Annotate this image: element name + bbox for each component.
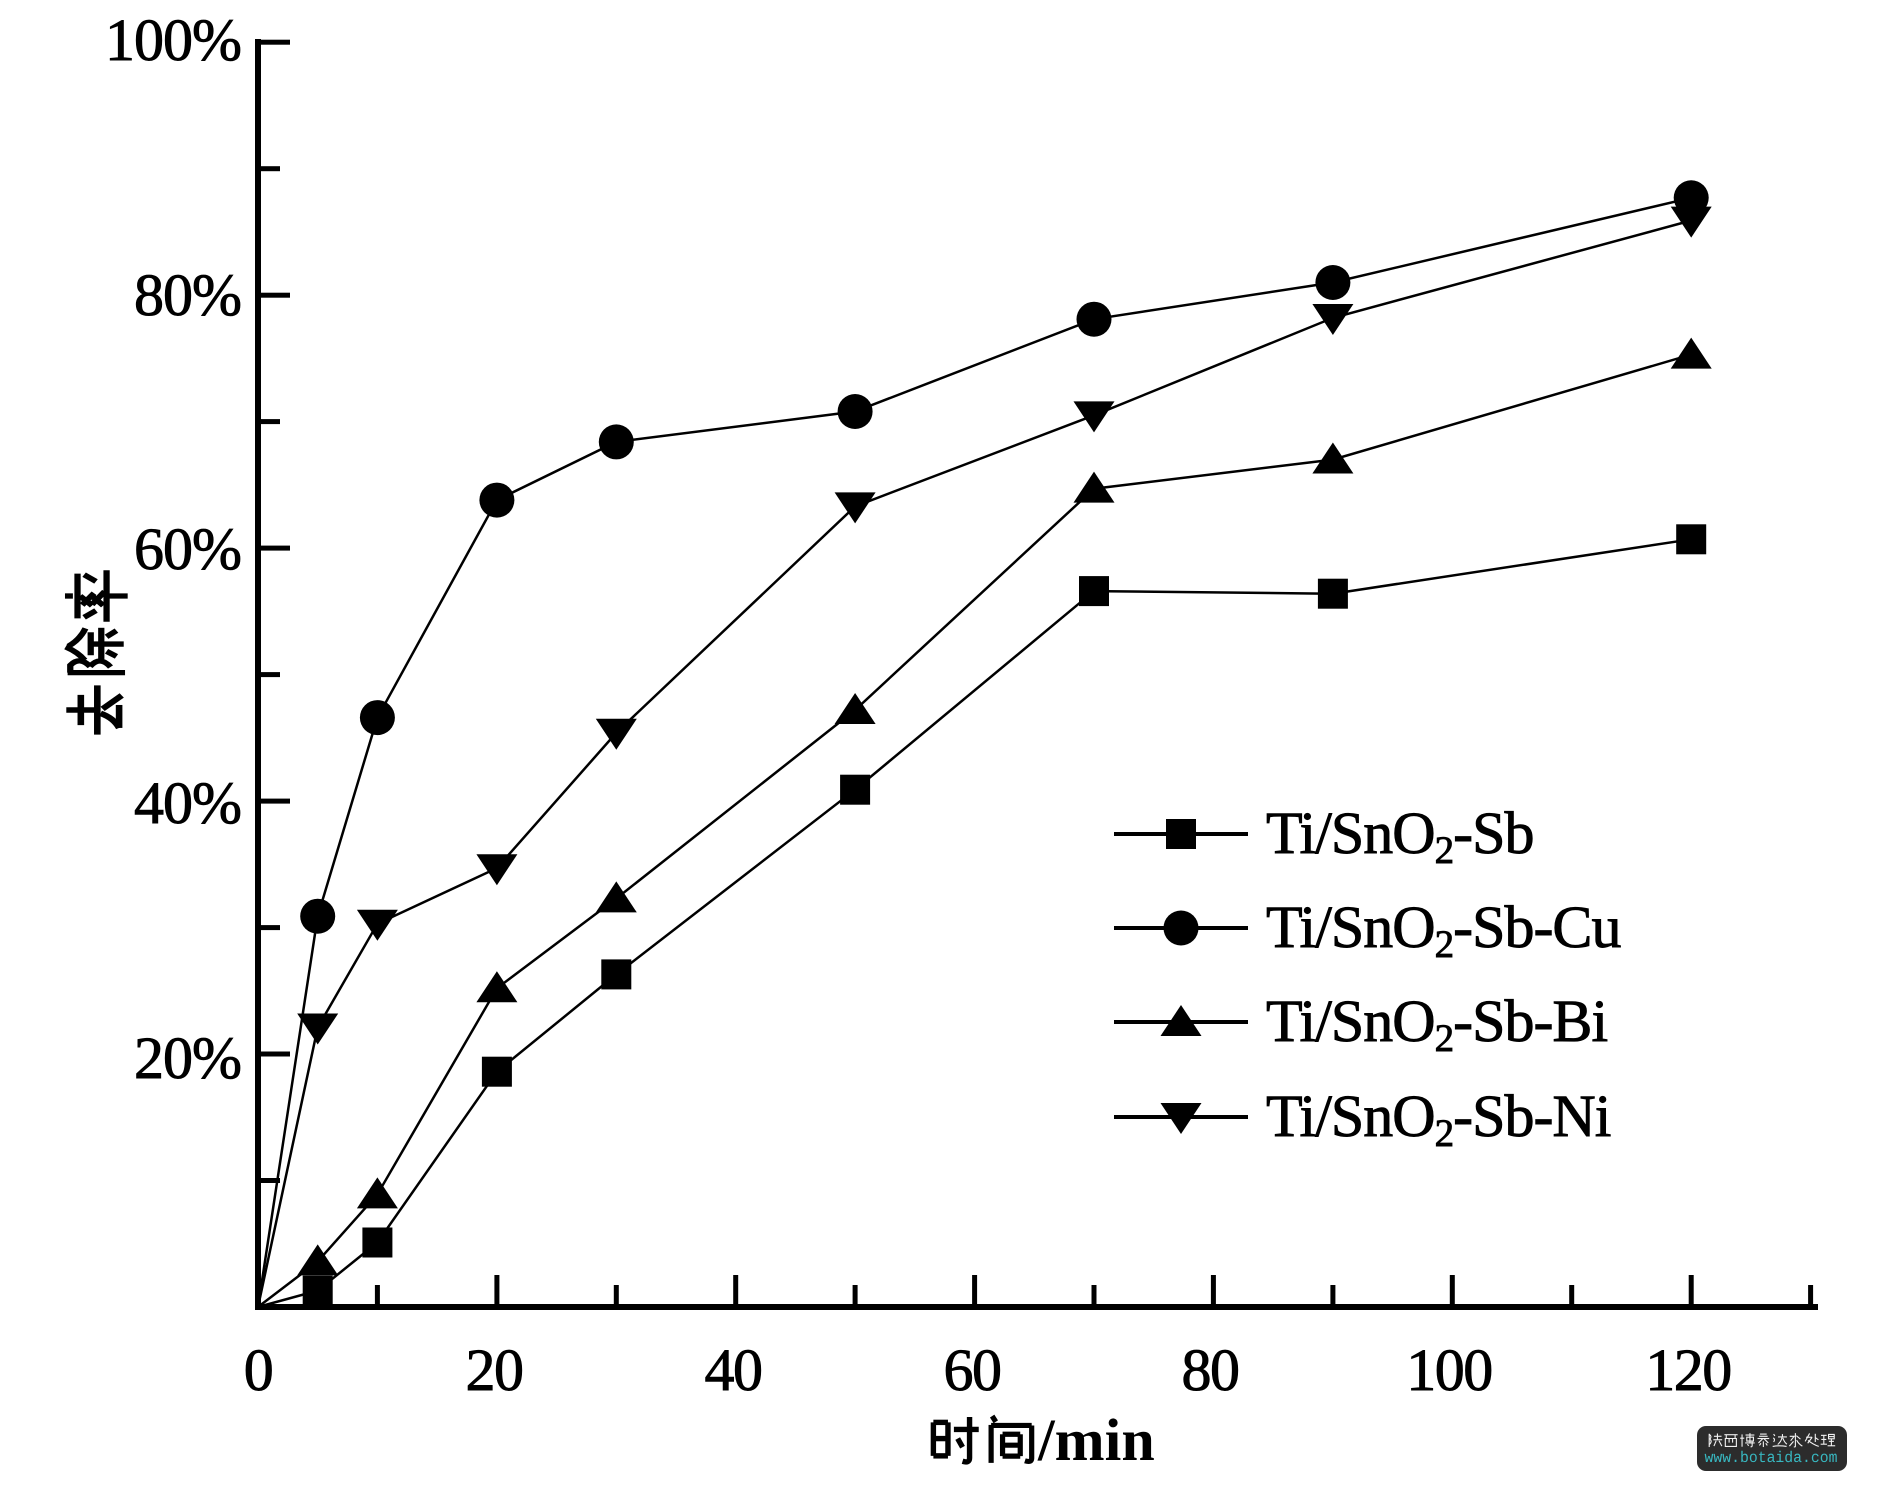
svg-text:60%: 60% — [134, 516, 241, 582]
svg-text:www.botaida.com: www.botaida.com — [1705, 1449, 1838, 1467]
svg-text:100%: 100% — [105, 7, 241, 73]
svg-text:100: 100 — [1406, 1337, 1492, 1403]
svg-text:20%: 20% — [134, 1025, 241, 1091]
svg-text:Ti/SnO2-Sb-Bi: Ti/SnO2-Sb-Bi — [1266, 988, 1607, 1060]
svg-text:120: 120 — [1645, 1337, 1731, 1403]
svg-text:60: 60 — [944, 1337, 1001, 1403]
svg-text:40%: 40% — [134, 770, 241, 836]
svg-text:0: 0 — [244, 1337, 273, 1403]
svg-text:80: 80 — [1182, 1337, 1239, 1403]
svg-text:Ti/SnO2-Sb: Ti/SnO2-Sb — [1266, 800, 1533, 872]
svg-text:80%: 80% — [134, 262, 241, 328]
svg-text:/min: /min — [1037, 1407, 1155, 1473]
svg-text:20: 20 — [466, 1337, 523, 1403]
svg-text:40: 40 — [705, 1337, 762, 1403]
